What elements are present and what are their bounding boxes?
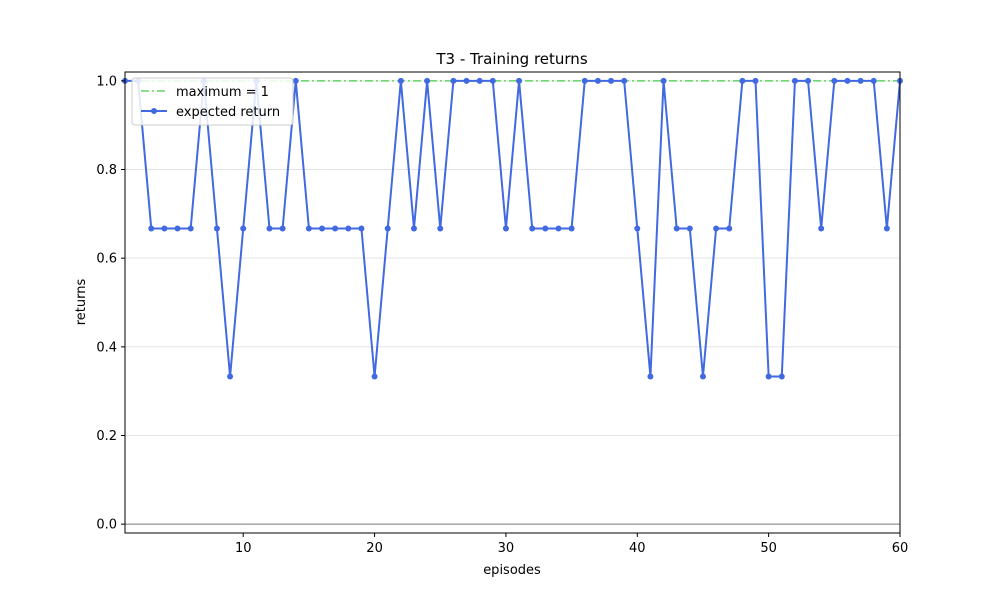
data-point: [765, 373, 772, 380]
y-tick-label: 0.0: [96, 518, 117, 533]
data-point: [213, 225, 220, 232]
data-point: [673, 225, 680, 232]
legend-box: [131, 77, 294, 126]
data-point: [371, 373, 378, 380]
x-tick-label: 30: [498, 541, 515, 556]
data-point: [883, 225, 890, 232]
data-point: [542, 225, 549, 232]
data-point: [699, 373, 706, 380]
data-point: [529, 225, 536, 232]
data-point: [345, 225, 352, 232]
data-point: [489, 77, 496, 84]
data-point: [831, 77, 838, 84]
data-point: [621, 77, 628, 84]
data-point: [227, 373, 234, 380]
y-tick-label: 0.4: [96, 340, 117, 355]
data-point: [476, 77, 483, 84]
data-point: [424, 77, 431, 84]
data-point: [240, 225, 247, 232]
y-tick-label: 1.0: [96, 74, 117, 89]
data-point: [187, 225, 194, 232]
data-point: [174, 225, 181, 232]
data-point: [805, 77, 812, 84]
x-tick-label: 40: [629, 541, 646, 556]
data-point: [148, 225, 155, 232]
data-point: [634, 225, 641, 232]
legend-series-marker: [151, 108, 157, 114]
data-point: [463, 77, 470, 84]
data-point: [161, 225, 168, 232]
data-point: [778, 373, 785, 380]
y-axis: 0.0 0.2 0.4 0.6 0.8 1.0: [96, 74, 125, 533]
data-point: [319, 225, 326, 232]
x-tick-label: 60: [892, 541, 909, 556]
x-axis-label: episodes: [483, 563, 541, 578]
data-point: [870, 77, 877, 84]
data-point: [739, 77, 746, 84]
data-point: [647, 373, 654, 380]
x-tick-label: 50: [760, 541, 777, 556]
data-point: [292, 77, 299, 84]
legend-series-label: expected return: [176, 105, 280, 120]
data-point: [437, 225, 444, 232]
data-point: [686, 225, 693, 232]
data-point: [332, 225, 339, 232]
data-point: [791, 77, 798, 84]
data-point: [594, 77, 601, 84]
plot-frame: [124, 71, 901, 534]
data-point: [305, 225, 312, 232]
data-point: [857, 77, 864, 84]
y-axis-label: returns: [74, 279, 89, 326]
legend: maximum = 1 expected return: [131, 77, 294, 126]
data-point: [279, 225, 286, 232]
data-point: [818, 225, 825, 232]
data-point: [752, 77, 759, 84]
legend-reference-label: maximum = 1: [176, 85, 269, 100]
data-point: [358, 225, 365, 232]
x-tick-label: 20: [366, 541, 383, 556]
data-point: [608, 77, 615, 84]
data-point: [266, 225, 273, 232]
chart-title: T3 - Training returns: [435, 50, 587, 68]
data-point: [660, 77, 667, 84]
x-tick-label: 10: [235, 541, 252, 556]
data-point: [581, 77, 588, 84]
y-tick-label: 0.2: [96, 429, 117, 444]
data-point: [384, 225, 391, 232]
data-point: [450, 77, 457, 84]
data-point: [844, 77, 851, 84]
data-point: [726, 225, 733, 232]
data-point: [516, 77, 523, 84]
data-point: [555, 225, 562, 232]
data-point: [713, 225, 720, 232]
data-point: [568, 225, 575, 232]
data-point: [397, 77, 404, 84]
data-point: [410, 225, 417, 232]
data-point: [502, 225, 509, 232]
x-axis: 10 20 30 40 50 60: [235, 533, 908, 556]
y-tick-label: 0.8: [96, 163, 117, 178]
y-tick-label: 0.6: [96, 252, 117, 267]
